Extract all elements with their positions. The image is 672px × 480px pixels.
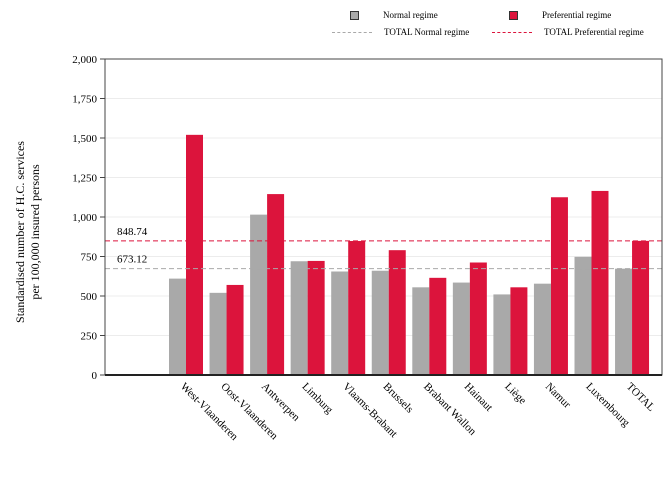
- bar-preferential: [429, 277, 447, 375]
- bar-normal: [371, 270, 389, 375]
- legend-dash-total-normal: [332, 31, 372, 33]
- x-tick-label: TOTAL: [624, 381, 657, 414]
- bar-normal: [412, 287, 430, 375]
- bars: [169, 134, 650, 375]
- legend-label-preferential: Preferential regime: [542, 10, 612, 20]
- x-tick-label: Liège: [502, 381, 528, 407]
- bar-preferential: [186, 134, 203, 375]
- y-tick-label: 1,250: [72, 173, 97, 185]
- legend-label-total-preferential: TOTAL Preferential regime: [544, 27, 644, 37]
- legend-swatch-normal: [350, 10, 359, 20]
- bar-preferential: [267, 194, 285, 375]
- x-tick-label: Hainaut: [462, 381, 495, 414]
- y-tick-label: 0: [92, 370, 98, 382]
- axes: 02505007501,0001,2501,5001,7502,000West-…: [72, 54, 663, 443]
- legend-label-total-normal: TOTAL Normal regime: [384, 27, 470, 37]
- bar-preferential: [591, 190, 609, 375]
- bar-normal: [209, 292, 227, 375]
- y-tick-label: 2,000: [72, 54, 97, 66]
- bar-preferential: [226, 284, 244, 375]
- bar-normal: [452, 282, 470, 375]
- bar-preferential: [510, 287, 528, 375]
- y-axis-label-line2: per 100,000 insured persons: [28, 164, 42, 300]
- x-tick-label: Namur: [543, 381, 573, 411]
- bar-normal: [169, 278, 186, 375]
- bar-normal: [615, 268, 633, 375]
- legend-item-preferential: Preferential regime: [509, 10, 611, 20]
- x-tick-label: Antwerpen: [259, 381, 302, 424]
- legend-label-normal: Normal regime: [383, 10, 438, 20]
- reference-label-preferential: 848.74: [117, 226, 148, 238]
- bar-normal: [533, 283, 551, 375]
- x-tick-label: Brussels: [381, 381, 416, 416]
- y-tick-label: 1,500: [72, 133, 97, 145]
- y-tick-label: 750: [81, 252, 98, 264]
- bar-preferential: [469, 262, 487, 375]
- y-tick-label: 250: [81, 331, 98, 343]
- legend-item-total-normal: TOTAL Normal regime: [332, 27, 469, 37]
- bar-normal: [574, 256, 592, 375]
- bar-preferential: [632, 240, 650, 375]
- y-tick-label: 500: [81, 291, 98, 303]
- bar-preferential: [550, 197, 568, 375]
- bar-preferential: [307, 260, 325, 375]
- reference-lines: 673.12 848.74: [105, 226, 662, 270]
- bar-normal: [331, 271, 349, 375]
- legend-item-total-preferential: TOTAL Preferential regime: [492, 27, 644, 37]
- bar-normal: [250, 214, 268, 375]
- y-axis-label-line1: Standardised number of H.C. services: [13, 141, 27, 323]
- legend-swatch-preferential: [509, 10, 518, 20]
- bar-preferential: [388, 250, 406, 375]
- bar-preferential: [348, 241, 366, 375]
- legend-dash-total-preferential: [492, 31, 532, 33]
- x-tick-label: Limburg: [300, 381, 336, 417]
- reference-label-normal: 673.12: [117, 254, 147, 266]
- y-tick-label: 1,750: [72, 94, 97, 106]
- bar-normal: [493, 294, 511, 375]
- y-tick-label: 1,000: [72, 212, 97, 224]
- bar-normal: [290, 261, 308, 375]
- legend-item-normal: Normal regime: [350, 10, 438, 20]
